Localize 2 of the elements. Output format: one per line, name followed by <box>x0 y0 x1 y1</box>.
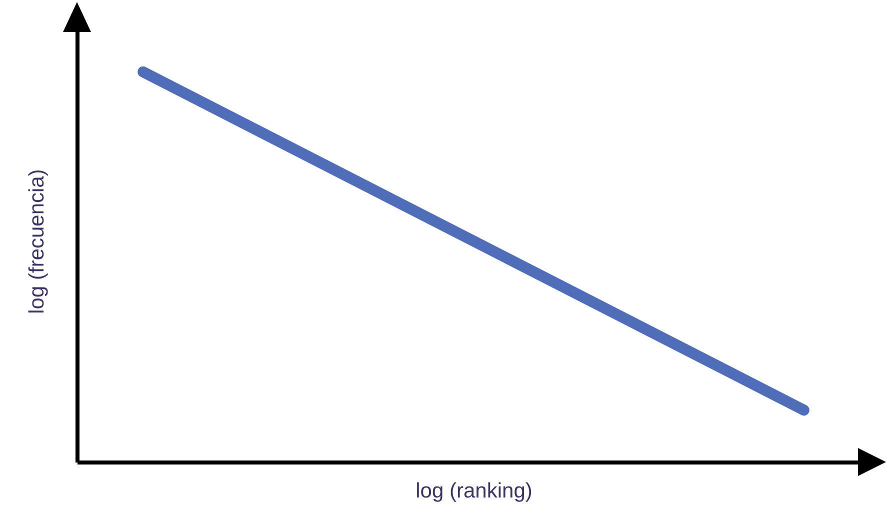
x-axis-title: log (ranking) <box>416 480 532 502</box>
y-axis-title: log (frecuencia) <box>26 169 48 314</box>
